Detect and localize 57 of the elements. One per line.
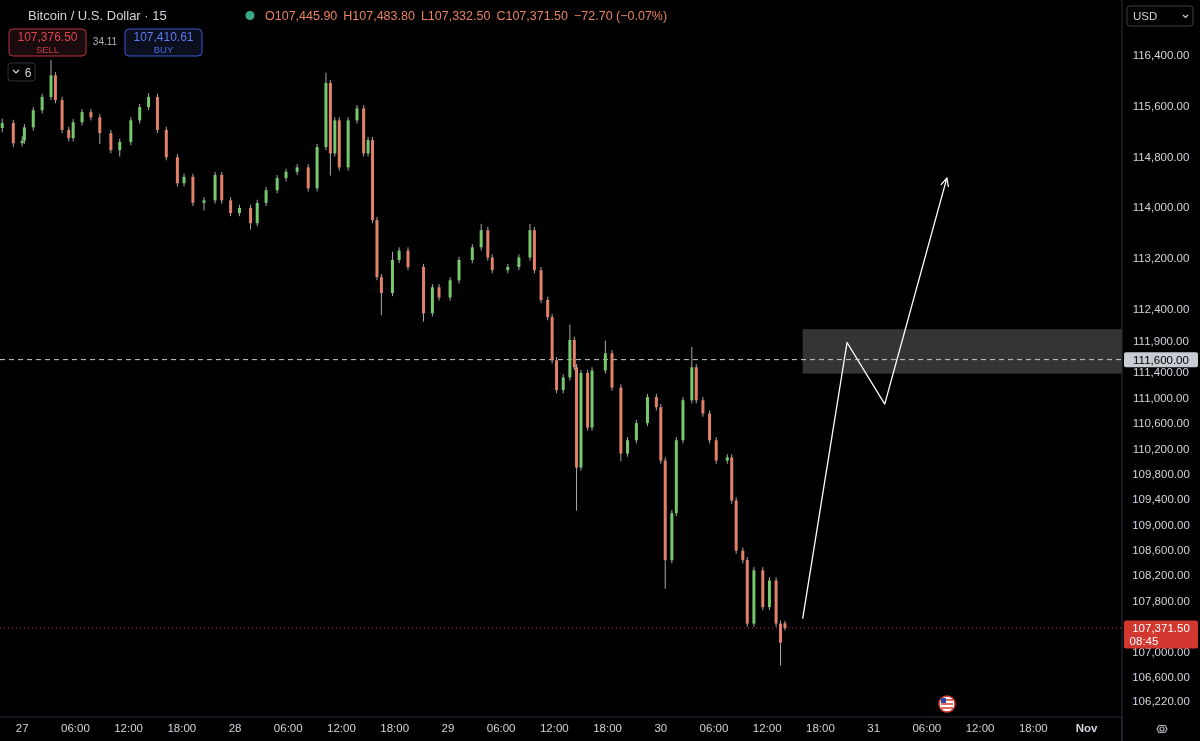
- x-tick-label: 31: [867, 722, 881, 734]
- x-tick-label: 18:00: [167, 722, 197, 734]
- annotation: L107,332.50: [420, 9, 491, 23]
- x-tick-label: 12:00: [327, 722, 356, 734]
- y-tick-label: 106,600.00: [1132, 670, 1190, 683]
- y-tick-label: 115,600.00: [1132, 99, 1190, 112]
- y-tick-label: 109,800.00: [1132, 467, 1190, 480]
- x-tick-label: 06:00: [61, 722, 90, 734]
- x-tick-label: 18:00: [380, 722, 410, 734]
- annotation: SELL: [35, 44, 60, 55]
- text: 08:45: [1129, 634, 1159, 647]
- y-tick-label: 113,200.00: [1132, 252, 1190, 265]
- x-tick-label: 06:00: [912, 722, 942, 734]
- y-tick-label: 111,900.00: [1133, 334, 1189, 347]
- annotation: −72.70 (−0.07%): [574, 9, 668, 23]
- x-tick-label: 12:00: [539, 722, 569, 734]
- y-tick-label: 108,200.00: [1132, 569, 1190, 582]
- x-tick-label: Nov: [1075, 722, 1098, 734]
- y-tick-label: 111,400.00: [1133, 366, 1189, 379]
- y-tick-label: 108,600.00: [1132, 544, 1190, 557]
- annotation: C107,371.50: [496, 9, 569, 23]
- x-tick-label: 12:00: [752, 722, 782, 734]
- y-tick-label: 114,000.00: [1132, 201, 1190, 214]
- ref-line-label: 111,600.00: [1133, 353, 1189, 366]
- chart-title: Bitcoin / U.S. Dollar · 15: [28, 8, 167, 23]
- annotation: 107,376.50: [17, 30, 78, 44]
- text: USD: [1133, 10, 1158, 22]
- annotation: 107,410.61: [133, 30, 194, 44]
- y-tick-label: 112,400.00: [1132, 302, 1190, 315]
- x-tick-label: 18:00: [593, 722, 622, 734]
- annotation: H107,483.80: [343, 9, 415, 23]
- y-tick-label: 107,000.00: [1132, 645, 1190, 658]
- x-tick-label: 28: [228, 722, 242, 734]
- y-tick-label: 109,400.00: [1132, 493, 1190, 506]
- annotation: 34.11: [92, 36, 118, 47]
- y-tick-label: 114,800.00: [1132, 150, 1190, 163]
- x-tick-label: 06:00: [699, 722, 729, 734]
- annotation: O107,445.90: [265, 9, 338, 23]
- x-tick-label: 12:00: [965, 722, 995, 734]
- x-tick-label: 06:00: [486, 722, 516, 734]
- x-tick-label: 18:00: [806, 722, 835, 734]
- x-tick-label: 30: [654, 722, 668, 734]
- y-tick-label: 106,220.00: [1132, 695, 1190, 708]
- x-tick-label: 12:00: [114, 722, 143, 734]
- y-tick-label: 110,600.00: [1132, 417, 1190, 430]
- x-tick-label: 29: [441, 722, 455, 734]
- y-tick-label: 110,200.00: [1132, 442, 1190, 455]
- ref-line-label: 107,371.50: [1132, 621, 1190, 634]
- y-tick-label: 107,800.00: [1132, 594, 1190, 607]
- annotation: 6: [24, 66, 32, 80]
- y-tick-label: 111,000.00: [1133, 391, 1189, 404]
- annotation: BUY: [153, 44, 174, 55]
- x-tick-label: 27: [15, 722, 29, 734]
- y-tick-label: 116,400.00: [1132, 49, 1190, 62]
- x-tick-label: 18:00: [1018, 722, 1048, 734]
- x-tick-label: 06:00: [273, 722, 303, 734]
- y-tick-label: 109,000.00: [1132, 518, 1190, 531]
